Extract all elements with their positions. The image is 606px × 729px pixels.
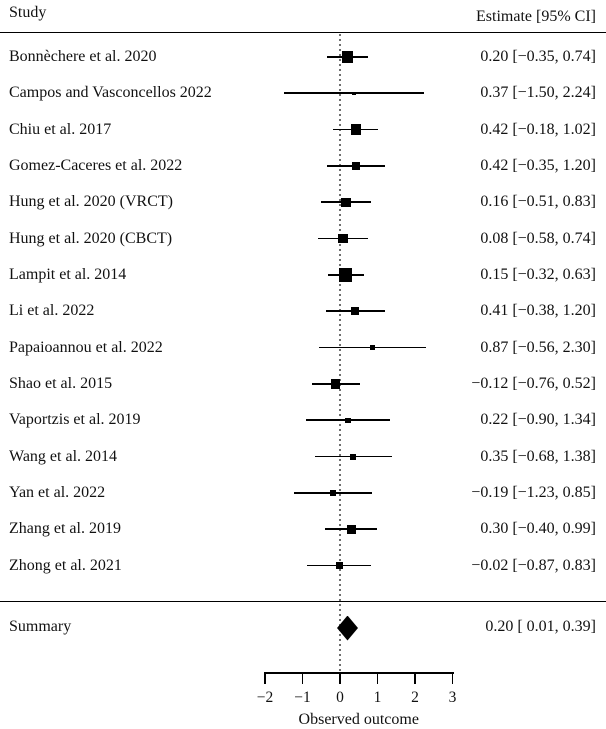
estimate-square-marker	[345, 417, 352, 424]
estimate-square-marker	[335, 561, 343, 570]
estimate-square-marker	[352, 91, 356, 96]
estimate-value: 0.37 [−1.50, 2.24]	[480, 84, 596, 102]
estimate-value: 0.42 [−0.18, 1.02]	[480, 120, 596, 138]
x-axis-tick	[451, 672, 454, 684]
estimate-square-marker	[350, 124, 361, 135]
x-axis-tick	[339, 672, 341, 684]
study-label: Vaportzis et al. 2019	[9, 411, 141, 429]
estimate-value: 0.87 [−0.56, 2.30]	[480, 338, 596, 356]
study-label: Li et al. 2022	[9, 302, 95, 320]
estimate-square-marker	[339, 268, 353, 282]
x-axis-tick	[376, 672, 379, 684]
estimate-square-marker	[341, 51, 354, 63]
column-header-study: Study	[9, 4, 47, 21]
estimate-value: −0.12 [−0.76, 0.52]	[471, 374, 596, 392]
zero-reference-line	[339, 34, 341, 672]
estimate-value: 0.41 [−0.38, 1.20]	[480, 302, 596, 320]
estimate-value: −0.02 [−0.87, 0.83]	[471, 556, 596, 574]
estimate-square-marker	[330, 379, 341, 389]
estimate-value: 0.08 [−0.58, 0.74]	[480, 229, 596, 247]
x-axis-tick	[264, 672, 266, 684]
summary-label: Summary	[9, 618, 72, 635]
x-axis-tick-label: 3	[448, 689, 457, 706]
study-label: Yan et al. 2022	[9, 483, 106, 501]
study-label: Wang et al. 2014	[9, 447, 118, 465]
x-axis-tick	[414, 672, 416, 684]
study-label: Shao et al. 2015	[9, 374, 113, 392]
summary-diamond-marker	[337, 615, 358, 641]
study-label: Zhong et al. 2021	[9, 556, 122, 574]
estimate-square-marker	[341, 197, 351, 207]
study-label: Chiu et al. 2017	[9, 120, 112, 138]
x-axis-tick-label: 2	[411, 689, 419, 706]
x-axis-tick-label: 1	[373, 689, 382, 706]
x-axis-line	[265, 672, 454, 674]
estimate-square-marker	[351, 307, 360, 316]
estimate-value: 0.15 [−0.32, 0.63]	[480, 265, 596, 283]
study-label: Zhang et al. 2019	[9, 520, 121, 538]
estimate-square-marker	[351, 161, 360, 171]
estimate-square-marker	[338, 233, 348, 244]
x-axis-tick-label: 0	[336, 689, 344, 706]
study-label: Bonnèchere et al. 2020	[9, 48, 157, 65]
x-axis-tick-label: −2	[256, 689, 274, 706]
x-axis-tick	[301, 672, 304, 684]
estimate-square-marker	[346, 524, 356, 534]
header-divider-line	[0, 32, 606, 33]
estimate-value: 0.35 [−0.68, 1.38]	[480, 447, 596, 465]
study-label: Hung et al. 2020 (VRCT)	[9, 193, 173, 211]
study-label: Hung et al. 2020 (CBCT)	[9, 229, 173, 247]
study-label: Papaioannou et al. 2022	[9, 338, 163, 356]
column-header-estimate: Estimate [95% CI]	[476, 8, 596, 25]
estimate-value: 0.16 [−0.51, 0.83]	[480, 193, 596, 211]
summary-estimate: 0.20 [ 0.01, 0.39]	[485, 618, 596, 635]
study-label: Gomez-Caceres et al. 2022	[9, 156, 183, 174]
estimate-square-marker	[350, 453, 357, 460]
estimate-value: 0.30 [−0.40, 0.99]	[480, 520, 596, 538]
study-label: Campos and Vasconcellos 2022	[9, 84, 212, 102]
estimate-value: −0.19 [−1.23, 0.85]	[471, 483, 596, 501]
x-axis-tick-label: −1	[294, 689, 311, 706]
estimate-square-marker	[370, 345, 375, 350]
estimate-square-marker	[329, 489, 336, 496]
summary-divider-line	[0, 601, 606, 602]
study-label: Lampit et al. 2014	[9, 265, 127, 283]
estimate-value: 0.20 [−0.35, 0.74]	[480, 48, 596, 65]
estimate-value: 0.22 [−0.90, 1.34]	[480, 411, 596, 429]
estimate-value: 0.42 [−0.35, 1.20]	[480, 156, 596, 174]
x-axis-title: Observed outcome	[298, 711, 419, 728]
